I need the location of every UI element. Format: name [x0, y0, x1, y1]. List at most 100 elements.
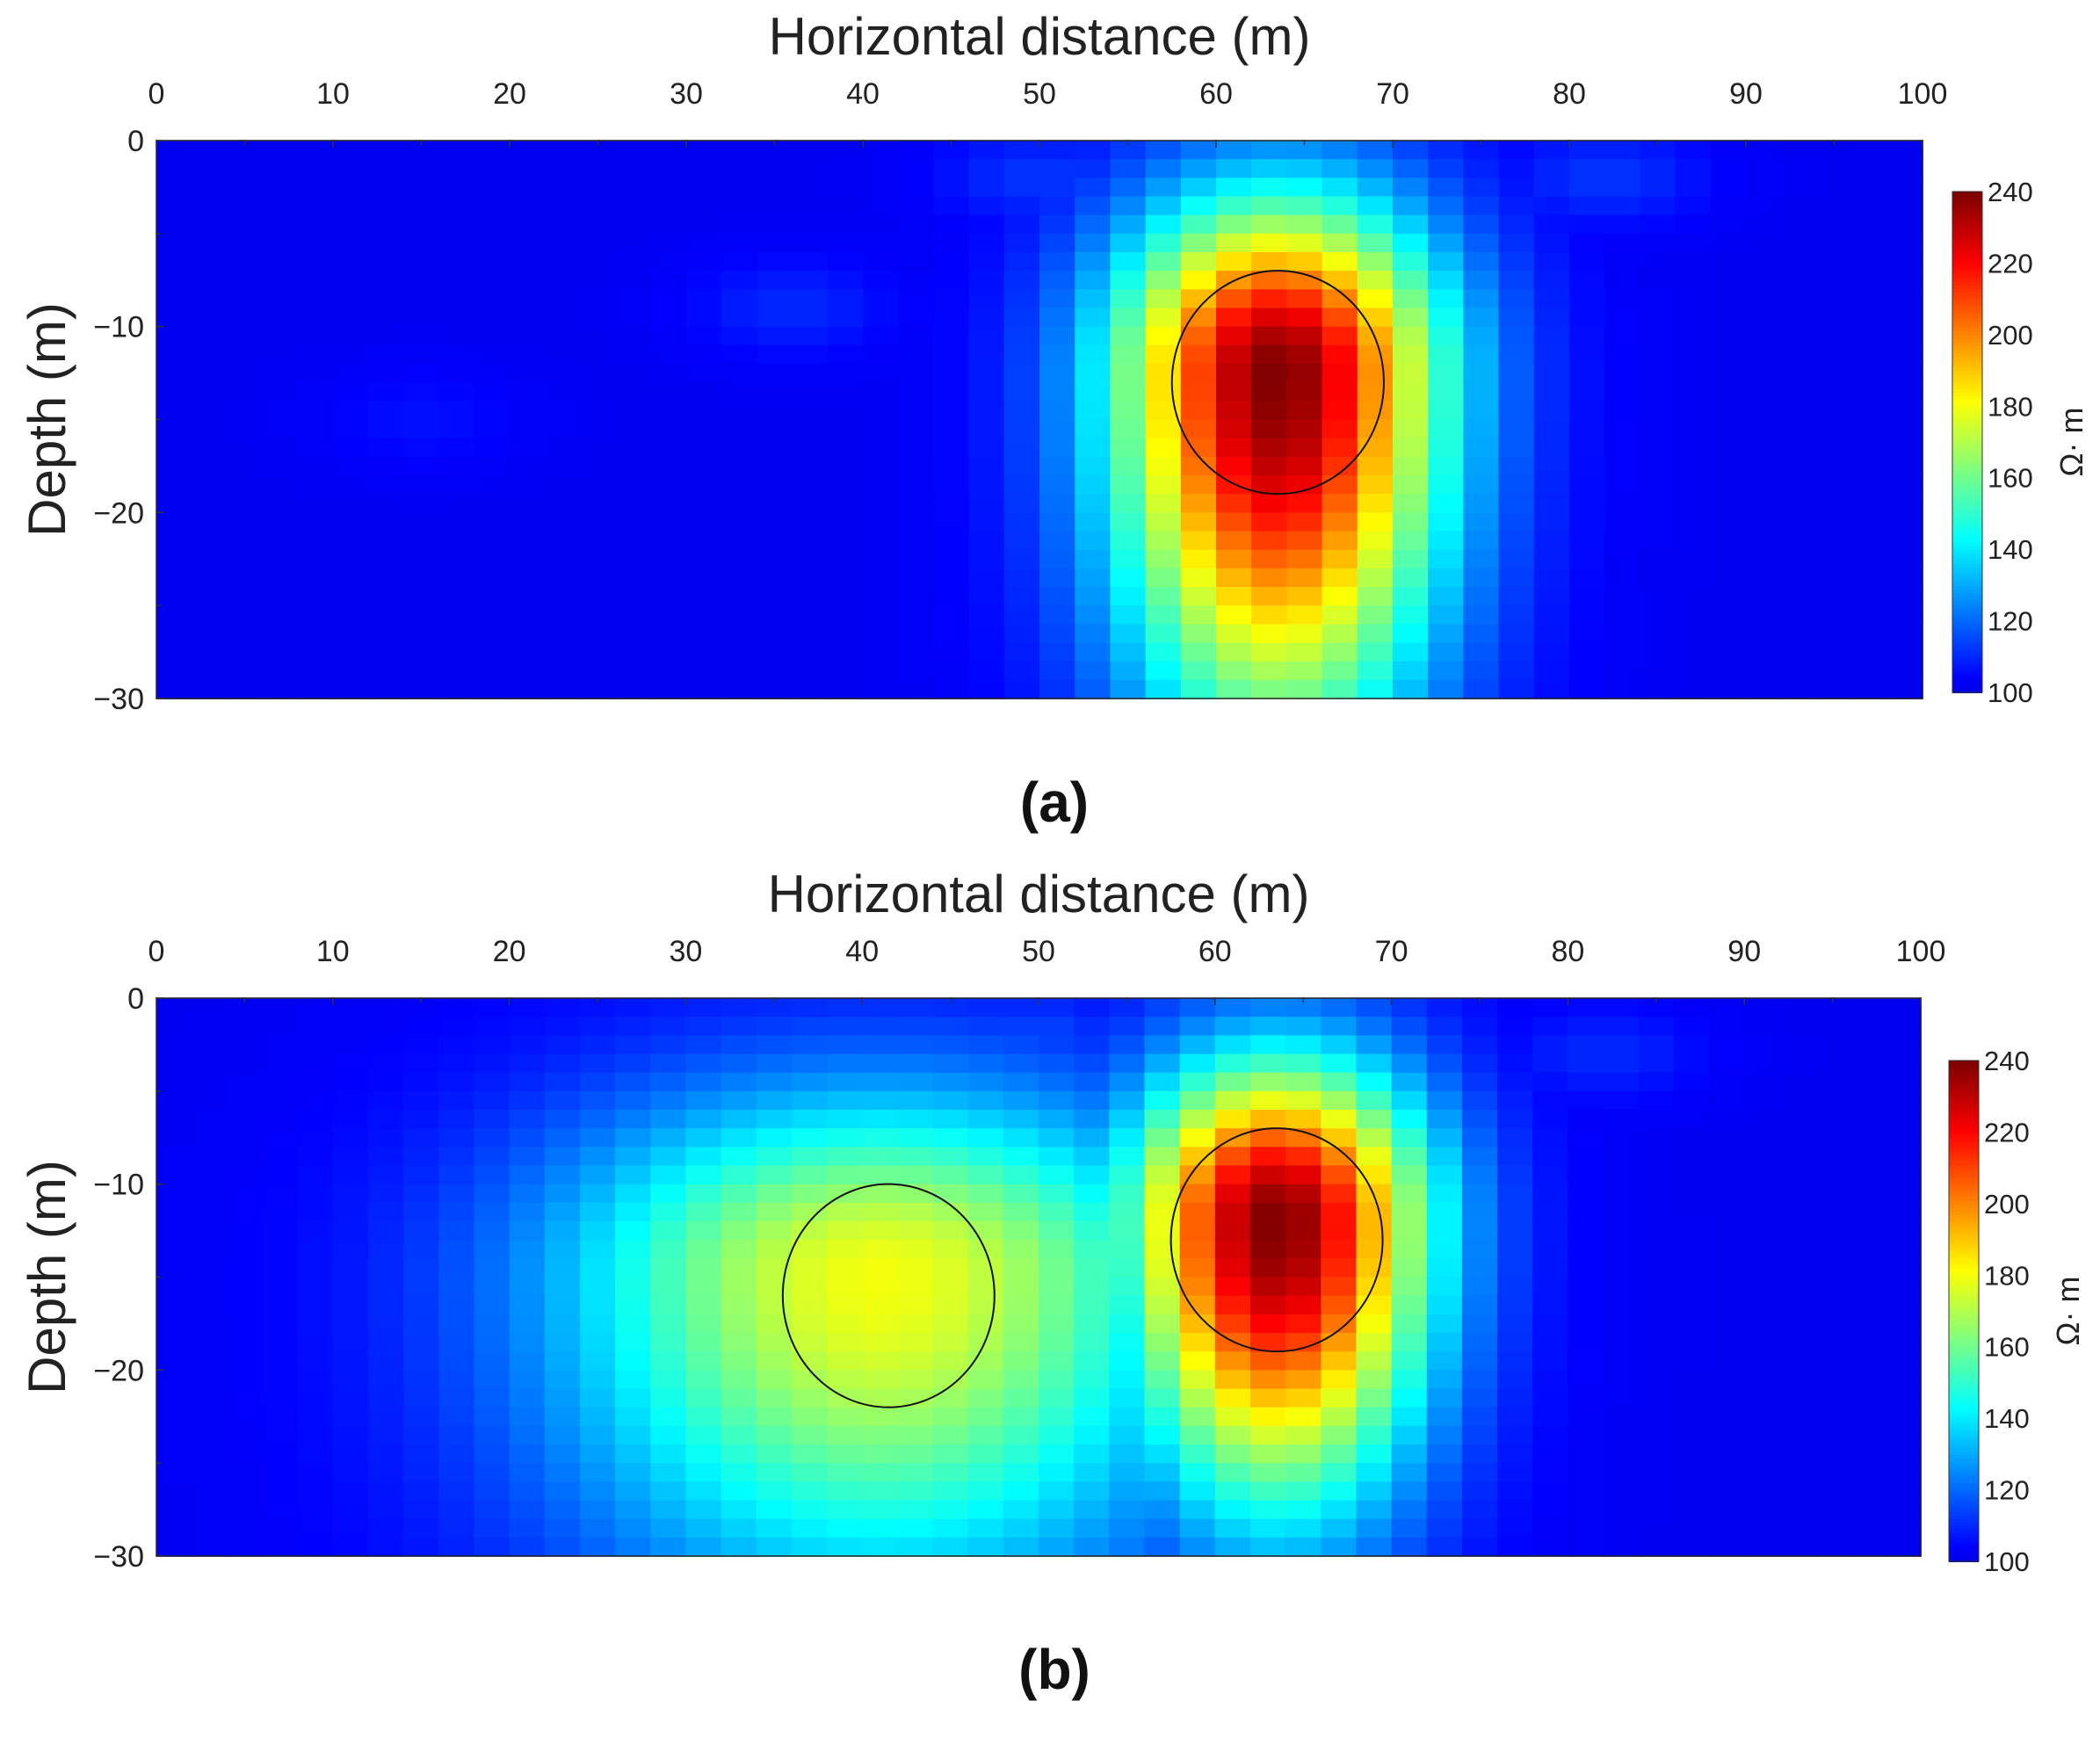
heatmap-cell	[863, 326, 899, 346]
heatmap-cell	[1286, 438, 1323, 458]
heatmap-cell	[1249, 1240, 1286, 1260]
heatmap-cell	[367, 1035, 404, 1055]
heatmap-cell	[1145, 587, 1182, 606]
heatmap-cell	[1039, 401, 1075, 421]
heatmap-cell	[1533, 679, 1570, 699]
heatmap-cell	[156, 289, 192, 309]
heatmap-cell	[297, 1407, 334, 1427]
heatmap-cell	[1426, 1444, 1463, 1464]
heatmap-cell	[933, 587, 970, 606]
heatmap-cell	[650, 475, 687, 495]
heatmap-cell	[1640, 475, 1676, 495]
heatmap-cell	[791, 1221, 828, 1241]
heatmap-cell	[333, 438, 369, 458]
heatmap-cell	[1145, 289, 1182, 309]
heatmap-cell	[650, 1444, 687, 1464]
heatmap-cell	[1533, 494, 1570, 514]
heatmap-cell	[1886, 624, 1923, 644]
heatmap-cell	[297, 308, 334, 328]
heatmap-cell	[1249, 1090, 1286, 1111]
heatmap-cell	[827, 159, 864, 179]
heatmap-cell	[227, 1333, 264, 1352]
heatmap-cell	[827, 419, 864, 439]
heatmap-cell	[1604, 177, 1641, 198]
heatmap-cell	[474, 271, 511, 291]
heatmap-cell	[1461, 1258, 1498, 1278]
heatmap-cell	[1321, 1500, 1358, 1520]
heatmap-cell	[1497, 1147, 1534, 1167]
heatmap-cell	[1746, 177, 1782, 198]
heatmap-cell	[156, 344, 192, 365]
heatmap-cell	[368, 475, 405, 495]
heatmap-cell	[1286, 605, 1323, 626]
heatmap-cell	[1603, 1240, 1640, 1260]
heatmap-cell	[297, 1035, 334, 1055]
heatmap-cell	[1426, 1110, 1463, 1129]
heatmap-cell	[156, 1184, 192, 1204]
heatmap-cell	[685, 1295, 722, 1315]
heatmap-cell	[827, 401, 864, 421]
heatmap-cell	[1321, 1110, 1358, 1129]
heatmap-cell	[1497, 1184, 1534, 1204]
colorbar-segment	[1949, 1282, 1979, 1287]
heatmap-cell	[1851, 624, 1888, 644]
heatmap-cell	[932, 1128, 969, 1148]
heatmap-cell	[1886, 177, 1923, 198]
heatmap-cell	[933, 177, 970, 198]
heatmap-cell	[580, 364, 617, 383]
heatmap-cell	[1251, 494, 1288, 514]
heatmap-cell	[262, 456, 299, 476]
heatmap-cell	[897, 1500, 934, 1520]
heatmap-cell	[1709, 1407, 1745, 1427]
heatmap-cell	[1533, 326, 1570, 346]
heatmap-cell	[192, 1035, 228, 1055]
heatmap-cell	[792, 568, 829, 588]
heatmap-cell	[721, 1500, 757, 1520]
heatmap-cell	[579, 1314, 616, 1334]
heatmap-cell	[792, 196, 829, 216]
heatmap-cell	[438, 308, 475, 328]
heatmap-cell	[1675, 605, 1712, 626]
heatmap-cell	[1851, 549, 1888, 569]
heatmap-cell	[1003, 1444, 1039, 1464]
colorbar-segment	[1952, 506, 1982, 511]
heatmap-cell	[1321, 1128, 1358, 1148]
heatmap-cell	[1746, 271, 1782, 291]
heatmap-cell	[1426, 1500, 1463, 1520]
heatmap-cell	[297, 587, 334, 606]
heatmap-cell	[615, 998, 652, 1017]
heatmap-cell	[438, 1500, 475, 1520]
heatmap-cell	[615, 271, 652, 291]
heatmap-cell	[1850, 1184, 1886, 1204]
heatmap-cell	[1216, 605, 1252, 626]
heatmap-cell	[615, 438, 652, 458]
heatmap-cell	[615, 605, 652, 626]
heatmap-cell	[509, 1333, 546, 1352]
heatmap-cell	[1322, 661, 1358, 681]
heatmap-cell	[1461, 1202, 1498, 1222]
heatmap-cell	[156, 1463, 192, 1483]
heatmap-cell	[1180, 494, 1217, 514]
heatmap-cell	[1779, 1090, 1816, 1111]
heatmap-cell	[1109, 1110, 1146, 1129]
heatmap-cell	[932, 1017, 969, 1037]
heatmap-cell	[1285, 1277, 1322, 1297]
heatmap-cell	[757, 605, 793, 626]
heatmap-cell	[1214, 1090, 1251, 1111]
heatmap-cell	[968, 419, 1005, 439]
heatmap-cell	[721, 568, 758, 588]
heatmap-cell	[579, 1090, 616, 1111]
heatmap-cell	[1391, 1128, 1428, 1148]
heatmap-cell	[579, 1463, 616, 1483]
heatmap-cell	[721, 1017, 757, 1037]
heatmap-cell	[580, 642, 617, 662]
heatmap-cell	[262, 512, 299, 532]
heatmap-cell	[262, 1425, 299, 1445]
heatmap-cell	[1638, 1500, 1675, 1520]
heatmap-cell	[403, 1537, 440, 1557]
heatmap-cell	[1781, 605, 1818, 626]
heatmap-cell	[1356, 1258, 1393, 1278]
heatmap-cell	[792, 549, 829, 569]
heatmap-cell	[1251, 271, 1288, 291]
heatmap-cell	[792, 512, 829, 532]
